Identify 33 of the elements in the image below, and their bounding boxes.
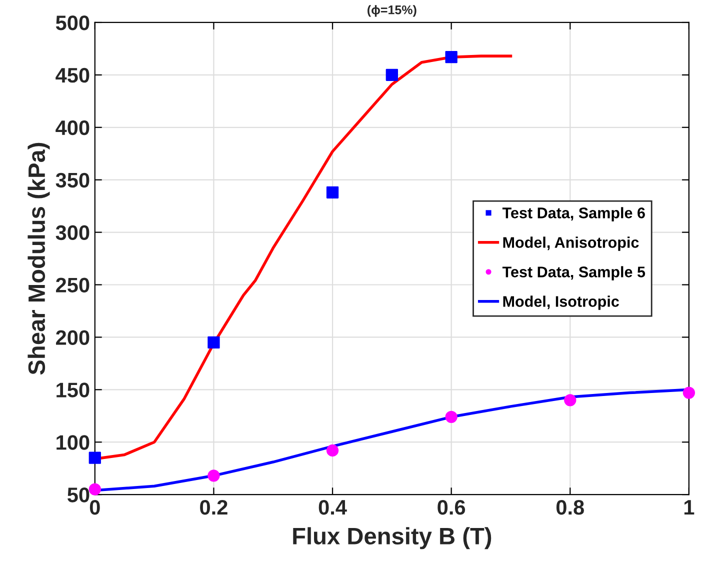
point bbox=[208, 336, 220, 349]
y-tick-label: 150 bbox=[56, 382, 90, 398]
y-tick-label: 250 bbox=[56, 278, 90, 292]
y-tick-label: 500 bbox=[56, 15, 90, 30]
point bbox=[682, 386, 696, 399]
x-tick-label: 1 bbox=[684, 500, 694, 515]
y-tick-label: 50 bbox=[68, 488, 90, 502]
point bbox=[326, 186, 339, 199]
point bbox=[386, 68, 398, 82]
x-tick-label: 0.6 bbox=[438, 500, 466, 515]
y-tick-label: 400 bbox=[56, 120, 90, 136]
point bbox=[88, 452, 101, 464]
legend-label: Model, Anisotropic bbox=[503, 236, 639, 251]
point bbox=[445, 51, 458, 64]
legend-label: Model, Isotropic bbox=[503, 296, 619, 310]
chart-title: (ϕ=15%) bbox=[368, 5, 416, 17]
point bbox=[564, 394, 576, 406]
y-axis-title: Shear Modulus (kPa) bbox=[28, 142, 50, 375]
point bbox=[326, 444, 339, 457]
x-tick-label: 0.8 bbox=[556, 500, 584, 515]
y-tick-label: 100 bbox=[56, 435, 90, 450]
y-tick-label: 300 bbox=[56, 225, 90, 240]
point bbox=[208, 470, 220, 482]
y-tick-label: 450 bbox=[56, 68, 90, 83]
x-tick-label: 0.2 bbox=[200, 500, 228, 515]
legend-label: Test Data, Sample 6 bbox=[502, 207, 645, 222]
y-tick-label: 350 bbox=[56, 172, 90, 188]
y-tick-label: 200 bbox=[56, 330, 90, 345]
point bbox=[445, 410, 458, 424]
x-axis-title: Flux Density B (T) bbox=[293, 527, 492, 550]
legend-label: Test Data, Sample 5 bbox=[502, 266, 646, 280]
x-tick-label: 0.4 bbox=[318, 500, 347, 515]
x-tick-label: 0 bbox=[90, 500, 100, 515]
